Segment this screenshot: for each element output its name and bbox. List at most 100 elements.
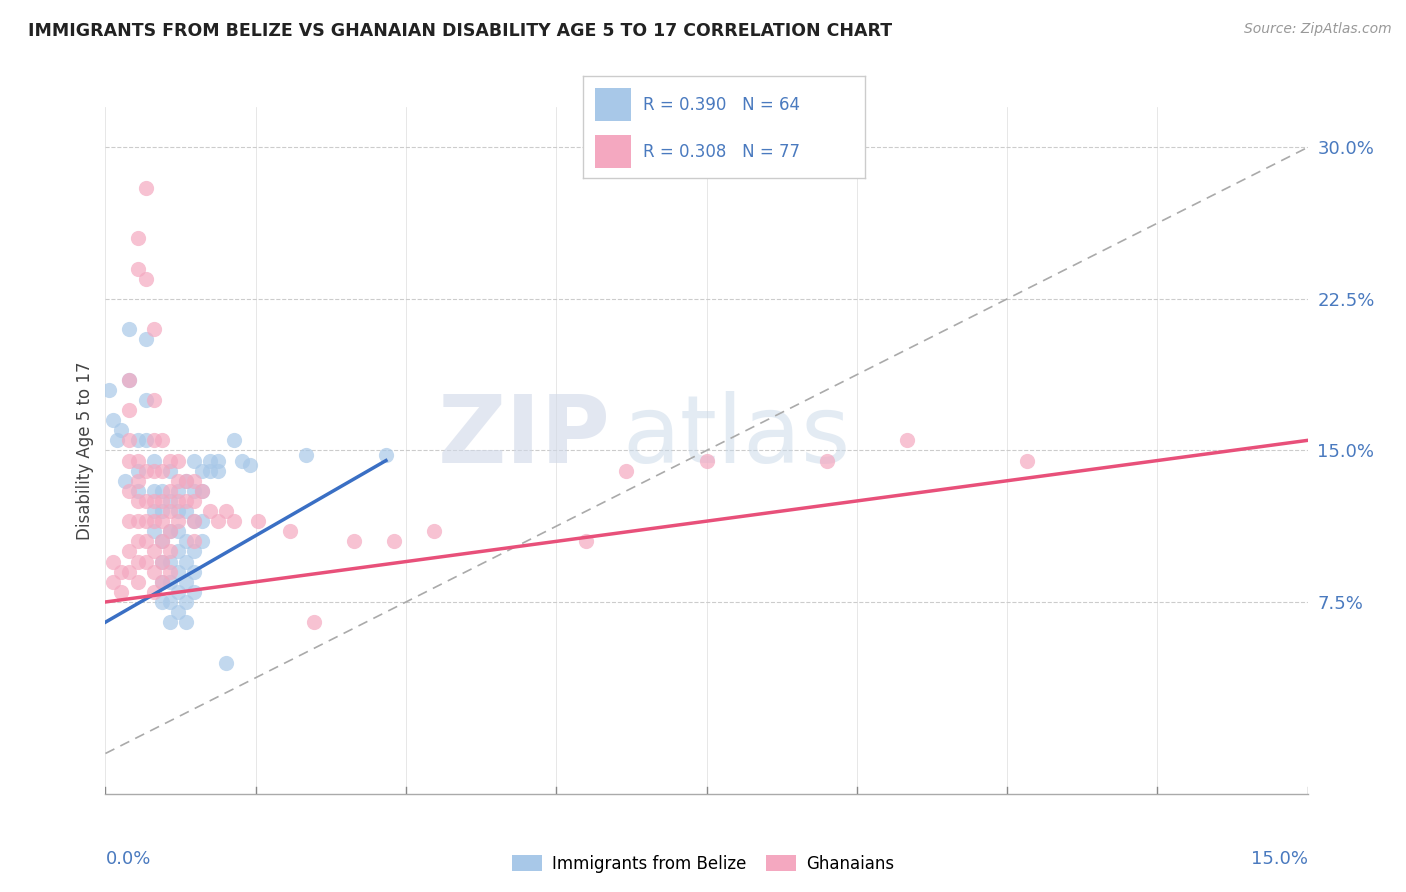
Point [222,434,245,448]
Point [159,453,181,467]
Point [150,483,173,498]
Point [159,565,181,579]
Point [135,434,157,448]
Point [127,453,149,467]
Point [127,494,149,508]
Point [174,504,197,518]
Point [150,434,173,448]
Point [142,392,165,407]
Legend: Immigrants from Belize, Ghanaians: Immigrants from Belize, Ghanaians [505,848,901,880]
Point [423,524,446,539]
Point [174,474,197,488]
Point [246,514,269,528]
Point [150,574,173,589]
Point [166,474,188,488]
Point [110,585,132,599]
Bar [595,136,631,168]
Point [142,585,165,599]
Point [150,555,173,569]
Point [166,544,188,558]
Text: Source: ZipAtlas.com: Source: ZipAtlas.com [1244,22,1392,37]
Point [135,494,157,508]
Point [118,434,141,448]
Point [127,434,149,448]
Point [142,434,165,448]
Point [222,514,245,528]
Point [190,483,212,498]
Point [118,453,141,467]
Point [107,434,129,448]
Text: R = 0.390   N = 64: R = 0.390 N = 64 [643,95,800,113]
Point [214,504,236,518]
Point [135,392,157,407]
Text: ZIP: ZIP [437,391,610,483]
Point [896,434,918,448]
Point [98,383,121,397]
Point [118,373,141,387]
Text: IMMIGRANTS FROM BELIZE VS GHANAIAN DISABILITY AGE 5 TO 17 CORRELATION CHART: IMMIGRANTS FROM BELIZE VS GHANAIAN DISAB… [28,22,893,40]
Point [174,615,197,630]
Point [110,423,132,437]
Bar [595,88,631,121]
Point [278,524,301,539]
Point [207,464,229,478]
Point [174,534,197,549]
Point [302,615,325,630]
Point [159,595,181,609]
Point [207,453,229,467]
Point [166,494,188,508]
Point [150,514,173,528]
Point [159,483,181,498]
Point [190,514,212,528]
Point [174,474,197,488]
Point [183,474,205,488]
Y-axis label: Disability Age 5 to 17: Disability Age 5 to 17 [76,361,94,540]
Point [150,555,173,569]
Point [166,565,188,579]
Point [174,555,197,569]
Point [159,574,181,589]
Point [159,494,181,508]
Point [198,504,221,518]
Point [127,474,149,488]
Point [616,464,638,478]
Point [127,483,149,498]
Point [231,453,253,467]
Point [166,483,188,498]
Point [103,555,125,569]
Point [166,585,188,599]
Point [127,514,149,528]
Point [150,504,173,518]
Point [166,514,188,528]
Text: atlas: atlas [623,391,851,483]
Point [183,534,205,549]
Point [159,504,181,518]
Point [135,514,157,528]
Point [114,474,136,488]
Point [166,504,188,518]
Point [127,555,149,569]
Point [103,574,125,589]
Point [174,595,197,609]
Point [103,413,125,427]
Point [142,524,165,539]
Point [166,453,188,467]
Point [127,231,149,245]
Point [183,514,205,528]
Point [159,555,181,569]
Point [174,494,197,508]
Point [150,494,173,508]
Point [142,464,165,478]
Point [159,524,181,539]
Point [166,524,188,539]
Point [159,464,181,478]
Point [127,261,149,276]
Point [696,453,718,467]
Point [135,555,157,569]
Point [183,565,205,579]
Point [142,544,165,558]
Point [142,453,165,467]
Point [214,656,236,670]
Point [150,534,173,549]
Point [183,483,205,498]
